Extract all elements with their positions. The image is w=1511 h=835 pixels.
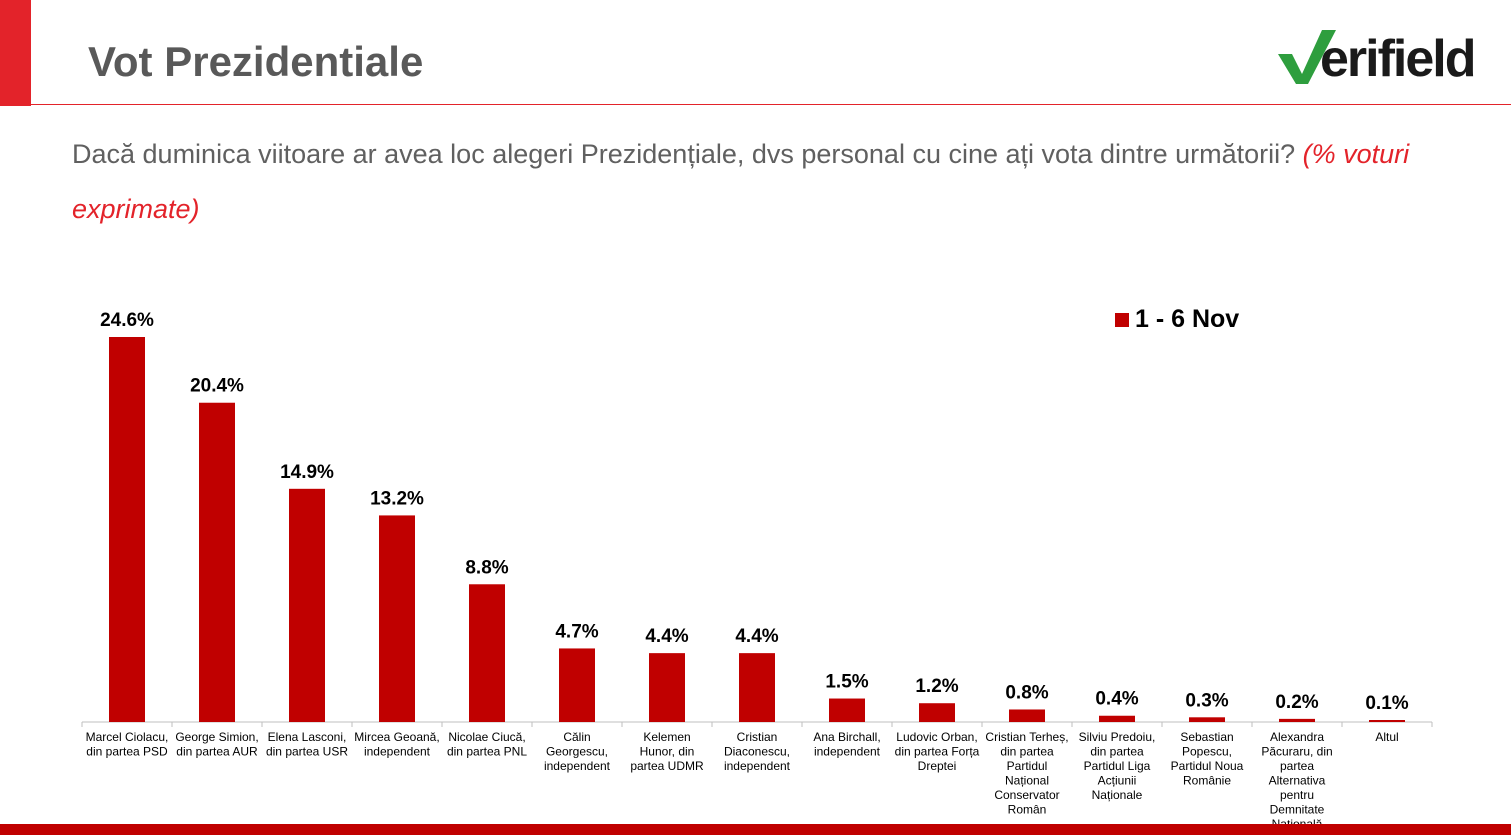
bar-11 (1009, 709, 1045, 722)
data-label-8: 4.4% (735, 626, 778, 647)
footer-bar (0, 824, 1511, 835)
header-accent-bar (0, 0, 31, 106)
bar-1 (109, 337, 145, 722)
data-label-9: 1.5% (825, 672, 868, 693)
bar-13 (1189, 717, 1225, 722)
data-label-6: 4.7% (555, 621, 598, 642)
data-label-7: 4.4% (645, 626, 688, 647)
category-label-15: Altul (1375, 730, 1398, 744)
legend-label: 1 - 6 Nov (1135, 305, 1240, 333)
category-label-6: Călin Georgescu, independent (544, 730, 611, 773)
category-label-2: George Simion, din partea AUR (175, 730, 258, 759)
chart-legend: 1 - 6 Nov (1115, 305, 1239, 334)
page-title: Vot Prezidentiale (88, 38, 424, 85)
bar-7 (649, 653, 685, 722)
bar-10 (919, 703, 955, 722)
data-label-4: 13.2% (370, 488, 424, 509)
bar-5 (469, 584, 505, 722)
legend-swatch (1115, 312, 1129, 327)
category-label-11: Cristian Terheș, din partea Partidul Națion… (985, 730, 1068, 817)
data-label-5: 8.8% (465, 557, 508, 578)
bar-15 (1369, 720, 1405, 722)
category-label-7: Kelemen Hunor, din partea UDMR (630, 730, 704, 773)
data-label-11: 0.8% (1005, 682, 1048, 703)
bar-8 (739, 653, 775, 722)
category-label-3: Elena Lasconi, din partea USR (266, 730, 348, 759)
bar-12 (1099, 715, 1135, 722)
bar-9 (829, 698, 865, 722)
category-label-1: Marcel Ciolacu, din partea PSD (86, 730, 169, 759)
data-label-12: 0.4% (1095, 689, 1138, 710)
category-label-9: Ana Birchall, independent (813, 730, 880, 759)
bar-4 (379, 515, 415, 722)
data-label-3: 14.9% (280, 462, 334, 483)
category-label-5: Nicolae Ciucă, din partea PNL (447, 730, 527, 759)
bar-14 (1279, 718, 1315, 722)
category-label-4: Mircea Geoană, independent (354, 730, 439, 759)
data-label-15: 0.1% (1365, 693, 1408, 714)
survey-question: Dacă duminica viitoare ar avea loc alege… (72, 127, 1492, 237)
verifield-logo: erifield (1278, 30, 1477, 88)
category-label-14: Alexandra Păcuraru, din partea Alternativa p… (1261, 730, 1332, 831)
data-label-10: 1.2% (915, 676, 958, 697)
question-text: Dacă duminica viitoare ar avea loc alege… (72, 139, 1303, 169)
category-label-8: Cristian Diaconescu, independent (724, 730, 791, 773)
bar-2 (199, 402, 235, 722)
question-note: (% voturi exprimate) (72, 139, 1410, 224)
data-label-2: 20.4% (190, 376, 244, 397)
category-label-12: Silviu Predoiu, din partea Partidul Liga Ac… (1079, 730, 1156, 802)
category-label-13: Sebastian Popescu, Partidul Noua Românie (1171, 730, 1244, 788)
category-label-10: Ludovic Orban, din partea Forța Dreptei (895, 730, 980, 773)
data-label-1: 24.6% (100, 310, 154, 331)
bar-3 (289, 488, 325, 722)
header-divider (31, 104, 1511, 105)
data-label-14: 0.2% (1275, 692, 1318, 713)
logo-wordmark: erifield (1320, 30, 1475, 88)
bar-6 (559, 648, 595, 722)
data-label-13: 0.3% (1185, 690, 1228, 711)
logo-check-icon (1278, 30, 1336, 84)
